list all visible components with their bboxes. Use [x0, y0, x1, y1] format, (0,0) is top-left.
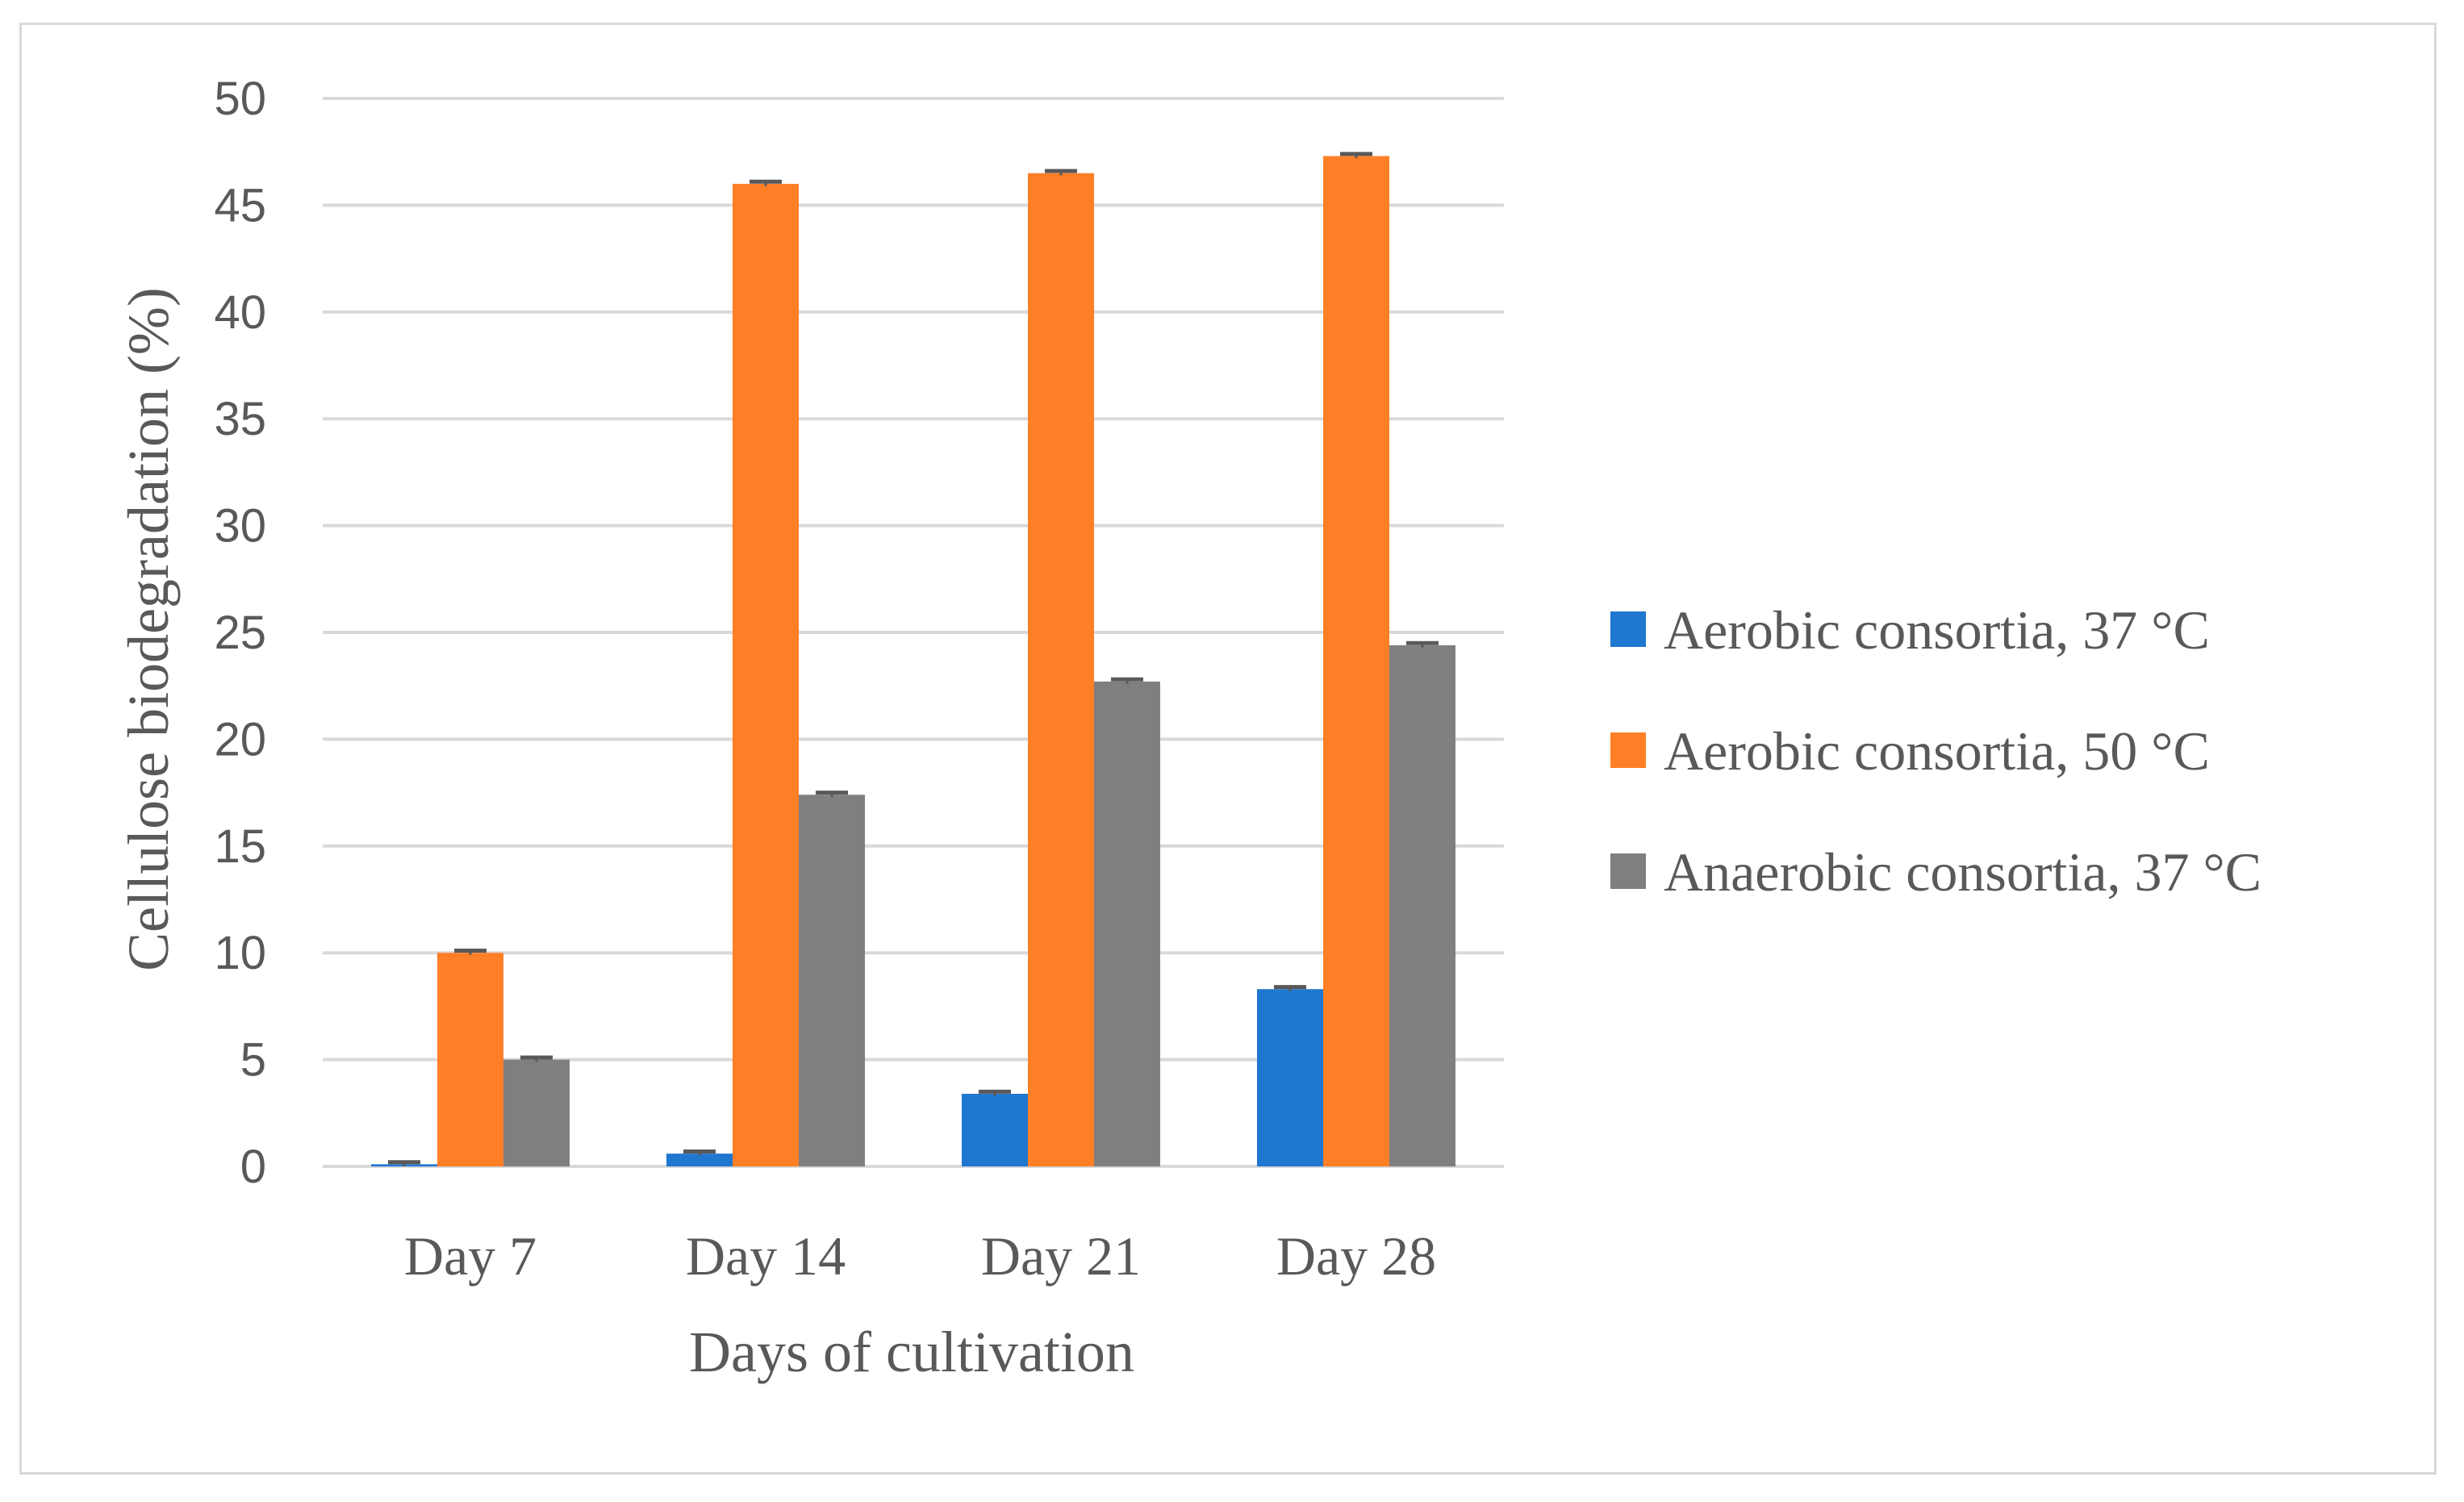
y-axis-title: Cellulose biodegradation (%)	[116, 287, 181, 971]
y-tick-label: 5	[240, 1034, 266, 1087]
x-tick-label: Day 7	[404, 1225, 537, 1287]
bar	[437, 953, 503, 1166]
y-tick-label: 20	[214, 713, 266, 766]
bar	[1094, 681, 1160, 1166]
bar	[666, 1154, 733, 1166]
bar	[1028, 173, 1094, 1167]
legend-swatch	[1610, 853, 1646, 889]
bar	[1323, 156, 1389, 1167]
bar	[962, 1093, 1028, 1166]
x-axis-title: Days of cultivation	[689, 1320, 1134, 1384]
bar	[503, 1059, 570, 1166]
bars	[371, 152, 1455, 1167]
bar	[733, 183, 799, 1166]
y-tick-label: 50	[214, 73, 266, 125]
y-tick-label: 40	[214, 286, 266, 339]
y-axis-ticks: 0 5 10 15 20 25 30 35 40 45 50	[214, 73, 266, 1193]
x-axis-ticks: Day 7 Day 14 Day 21 Day 28	[404, 1225, 1436, 1287]
bar	[799, 795, 865, 1166]
bar	[1257, 989, 1323, 1166]
y-tick-label: 35	[214, 393, 266, 445]
y-tick-label: 15	[214, 820, 266, 873]
y-tick-label: 45	[214, 179, 266, 232]
chart-frame	[19, 23, 2437, 1475]
x-tick-label: Day 14	[686, 1225, 846, 1287]
legend-label: Aerobic consortia, 37 °C	[1664, 599, 2210, 661]
bar	[1389, 645, 1455, 1166]
y-tick-label: 30	[214, 500, 266, 553]
y-tick-label: 10	[214, 927, 266, 979]
legend-swatch	[1610, 732, 1646, 768]
legend-label: Aerobic consortia, 50 °C	[1664, 720, 2210, 782]
legend-swatch	[1610, 611, 1646, 647]
y-tick-label: 0	[240, 1141, 266, 1193]
legend: Aerobic consortia, 37 °C Aerobic consorti…	[1610, 599, 2261, 903]
y-tick-label: 25	[214, 607, 266, 659]
legend-label: Anaerobic consortia, 37 °C	[1664, 841, 2261, 903]
x-tick-label: Day 21	[981, 1225, 1141, 1287]
x-tick-label: Day 28	[1276, 1225, 1436, 1287]
